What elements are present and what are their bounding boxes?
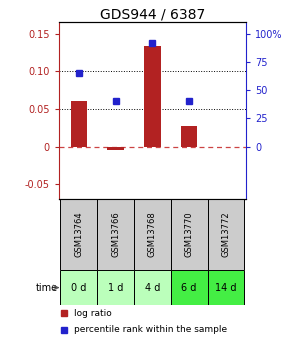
Bar (134, 199, 171, 270)
Text: 6 d: 6 d (181, 283, 197, 293)
Text: 0 d: 0 d (71, 283, 86, 293)
Bar (181, 126, 197, 147)
Bar (60, 270, 97, 305)
Bar (171, 199, 207, 270)
Bar (171, 270, 207, 305)
Text: GSM13770: GSM13770 (185, 212, 194, 257)
Text: GSM13766: GSM13766 (111, 212, 120, 257)
Bar (60, 199, 97, 270)
Bar (97, 199, 134, 270)
Text: GSM13772: GSM13772 (222, 212, 230, 257)
Bar (97, 270, 134, 305)
Text: 14 d: 14 d (215, 283, 237, 293)
Text: GSM13764: GSM13764 (74, 212, 83, 257)
Bar (134, 270, 171, 305)
Text: 4 d: 4 d (145, 283, 160, 293)
Bar (207, 270, 244, 305)
Bar (107, 147, 124, 150)
Title: GDS944 / 6387: GDS944 / 6387 (100, 7, 205, 21)
Text: time: time (36, 283, 58, 293)
Bar (71, 101, 87, 147)
Text: log ratio: log ratio (74, 309, 111, 318)
Text: percentile rank within the sample: percentile rank within the sample (74, 325, 227, 334)
Text: GSM13768: GSM13768 (148, 212, 157, 257)
Bar (144, 47, 161, 147)
Text: 1 d: 1 d (108, 283, 123, 293)
Bar (207, 199, 244, 270)
